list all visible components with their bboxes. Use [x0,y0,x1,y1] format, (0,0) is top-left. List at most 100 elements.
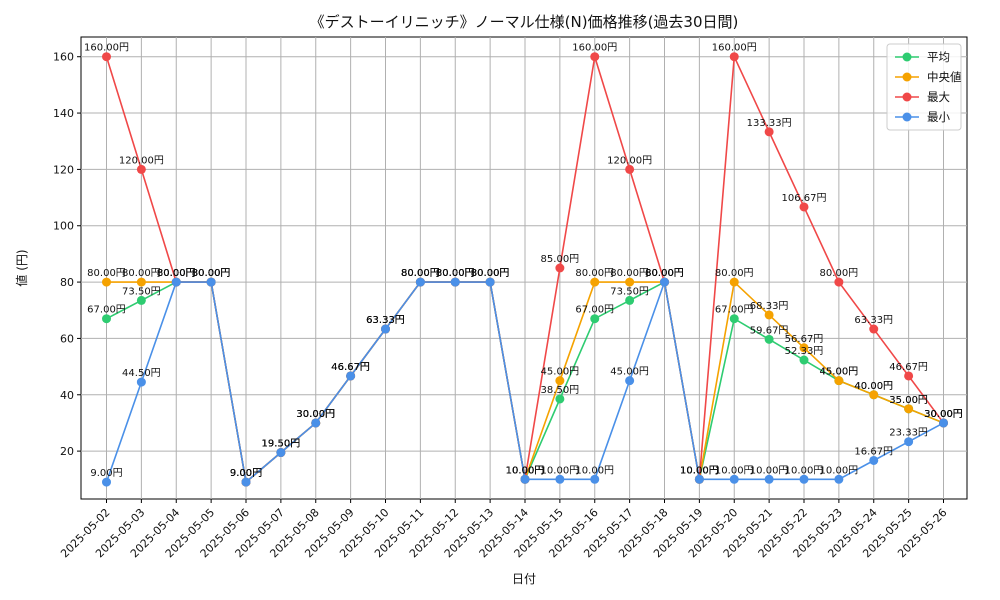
data-point [520,474,530,484]
data-label: 80.00円 [87,268,126,279]
data-label: 30.00円 [296,409,335,420]
y-tick-label: 140 [53,107,74,120]
data-point [729,474,739,484]
y-tick-label: 20 [60,445,74,458]
data-label: 30.00円 [924,409,963,420]
data-label: 67.00円 [87,305,126,316]
data-label: 30.00円 [924,409,963,420]
data-label: 10.00円 [541,465,580,476]
data-label: 160.00円 [712,43,757,54]
data-label: 9.00円 [230,468,262,479]
data-label: 80.00円 [192,268,231,279]
legend-marker [902,52,912,62]
data-point [764,310,774,320]
data-label: 80.00円 [471,268,510,279]
data-label: 80.00円 [610,268,649,279]
data-point [729,277,739,287]
data-point [869,324,879,334]
data-label: 35.00円 [889,395,928,406]
data-point [799,343,809,353]
data-label: 80.00円 [157,268,196,279]
data-label: 30.00円 [924,409,963,420]
data-label: 23.33円 [889,428,928,439]
legend-entry-label: 中央値 [927,70,962,84]
data-label: 45.00円 [610,367,649,378]
data-point [102,314,111,324]
data-label: 160.00円 [572,43,617,54]
data-label: 10.00円 [785,465,824,476]
data-label: 160.00円 [84,43,129,54]
data-point [729,314,739,324]
data-point [799,355,809,365]
data-point [276,448,286,458]
data-label: 16.67円 [854,446,893,457]
data-label: 30.00円 [296,409,335,420]
data-label: 80.00円 [401,268,440,279]
data-point [171,277,181,287]
data-label: 10.00円 [506,465,545,476]
data-point [241,477,251,487]
legend-marker [902,92,912,102]
data-point [136,377,146,387]
legend-box [886,43,962,131]
data-label: 46.67円 [889,362,928,373]
data-label: 67.00円 [575,305,614,316]
data-point [834,376,844,386]
data-label: 56.67円 [785,334,824,345]
data-label: 45.00円 [820,367,859,378]
data-label: 80.00円 [436,268,475,279]
y-tick-label: 100 [53,220,74,233]
data-point [102,52,111,62]
data-label: 10.00円 [506,465,545,476]
data-point [102,277,111,287]
data-label: 68.33円 [750,301,789,312]
data-point [869,455,879,465]
data-label: 10.00円 [820,465,859,476]
data-point [764,474,774,484]
data-label: 9.00円 [230,468,262,479]
data-point [625,164,635,174]
data-label: 45.00円 [541,367,580,378]
data-label: 38.50円 [541,385,580,396]
data-label: 67.00円 [715,305,754,316]
data-label: 30.00円 [924,409,963,420]
data-point [485,277,495,287]
series-layer [102,52,948,487]
data-label: 80.00円 [436,268,475,279]
data-point [625,277,635,287]
y-axis-label: 値 (円) [14,249,29,286]
data-point [555,263,565,273]
data-point [555,394,565,404]
data-label: 63.33円 [854,315,893,326]
series-最小 [102,277,948,487]
data-point [590,52,600,62]
data-label: 80.00円 [157,268,196,279]
data-label: 80.00円 [436,268,475,279]
data-label: 85.00円 [541,254,580,265]
data-label: 10.00円 [680,465,719,476]
data-label: 106.67円 [782,193,827,204]
data-point [834,277,844,287]
data-label: 44.50円 [122,368,161,379]
data-label: 9.00円 [230,468,262,479]
data-label: 10.00円 [575,465,614,476]
data-label: 80.00円 [192,268,231,279]
data-label: 10.00円 [506,465,545,476]
data-point [555,474,565,484]
data-label: 63.33円 [366,315,405,326]
data-point [590,474,600,484]
data-label: 133.33円 [747,118,792,129]
data-point [625,295,635,305]
data-label: 80.00円 [192,268,231,279]
data-point [415,277,425,287]
data-label: 59.67円 [750,325,789,336]
data-label: 52.33円 [785,346,824,357]
data-point [450,277,460,287]
chart-title: 《デストーイリニッチ》ノーマル仕様(N)価格推移(過去30日間) [310,13,739,31]
data-label: 80.00円 [645,268,684,279]
data-label: 45.00円 [820,367,859,378]
data-label: 30.00円 [296,409,335,420]
data-point [799,202,809,212]
data-label: 80.00円 [401,268,440,279]
